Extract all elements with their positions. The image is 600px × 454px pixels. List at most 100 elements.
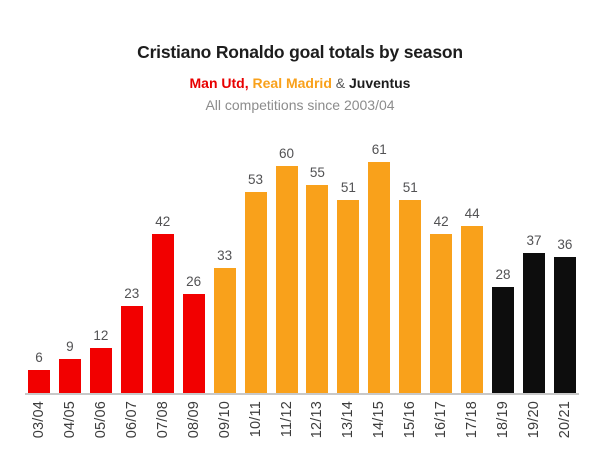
legend-part: Juventus [349,75,411,91]
bar-value-label: 33 [217,248,233,263]
bar [28,370,50,393]
bar-group: 36 [553,237,576,393]
bar-value-label: 9 [66,339,74,354]
bar [492,287,515,393]
x-tick-label: 03/04 [31,401,47,439]
chart-header: Cristiano Ronaldo goal totals by season … [0,0,600,114]
x-tick: 19/20 [523,401,545,453]
x-tick-label: 16/17 [433,401,450,439]
x-tick-label: 10/11 [247,401,264,438]
bar-value-label: 60 [278,146,295,161]
x-tick: 16/17 [430,401,452,453]
bar [368,162,391,393]
bar [461,226,484,393]
bar [275,166,298,393]
bar-value-label: 12 [93,328,109,343]
bar [337,200,360,393]
legend-part: Man Utd, [189,75,249,91]
bar-value-label: 51 [340,180,356,195]
bar [58,359,81,393]
bar-group: 42 [430,214,453,393]
x-axis-ticks: 03/04 04/05 05/06 06/07 07/08 08/09 09/10 10/11… [28,401,576,453]
bar-group: 51 [337,180,360,393]
bar [399,200,422,393]
x-axis-line [25,393,579,395]
bar-value-label: 36 [557,237,573,252]
x-tick: 11/12 [276,401,298,453]
bar-group: 55 [306,165,329,393]
bar-value-label: 23 [124,286,140,301]
x-tick-label: 13/14 [340,401,357,439]
bar [430,234,453,393]
bar-group: 42 [151,214,174,393]
x-tick: 09/10 [214,401,236,453]
legend-part: Real Madrid [248,75,332,91]
x-tick-label: 18/19 [495,401,512,439]
bar-group: 53 [244,172,267,393]
bar-value-label: 37 [526,233,542,248]
bar [89,348,112,393]
chart-note: All competitions since 2003/04 [205,97,395,113]
x-tick: 14/15 [368,401,390,453]
x-tick: 04/05 [59,401,81,453]
x-tick-label: 06/07 [123,401,140,439]
bar-value-label: 61 [371,142,387,157]
x-tick: 20/21 [554,401,576,453]
bar-group: 23 [120,286,143,393]
bar-value-label: 55 [309,165,325,180]
x-tick: 17/18 [461,401,483,453]
chart-title: Cristiano Ronaldo goal totals by season [137,42,463,62]
bar-value-label: 28 [495,267,511,282]
bar-value-label: 51 [402,180,418,195]
bar-value-label: 44 [464,206,480,221]
bar [523,253,545,393]
bar-group: 37 [523,233,545,393]
bar-chart: 6 9 12 23 42 26 33 53 60 55 51 61 51 42 44 28 37 36 03/04… [25,138,579,453]
x-tick: 05/06 [90,401,112,453]
bar [553,257,576,393]
bar [213,268,236,393]
x-tick: 13/14 [337,401,359,453]
x-tick-label: 15/16 [402,401,419,439]
bar-group: 60 [275,146,298,393]
bar-group: 9 [58,339,81,393]
x-tick-label: 08/09 [185,401,202,439]
x-tick: 12/13 [306,401,328,453]
bar [306,185,329,393]
x-tick-label: 17/18 [464,401,481,439]
bar-group: 51 [399,180,422,393]
bar-group: 44 [461,206,484,393]
x-tick: 03/04 [28,401,50,453]
bar [120,306,143,393]
x-tick: 06/07 [121,401,143,453]
bar-value-label: 42 [433,214,449,229]
x-tick-label: 19/20 [526,401,542,439]
x-tick-label: 07/08 [154,401,171,439]
bar-group: 12 [89,328,112,393]
bar-group: 33 [213,248,236,393]
bar-group: 28 [492,267,515,393]
x-tick-label: 09/10 [216,401,233,439]
bar-value-label: 26 [186,274,202,289]
legend-part: & [331,75,349,91]
x-tick-label: 11/12 [278,401,295,438]
x-tick: 15/16 [399,401,421,453]
x-tick-label: 20/21 [556,401,573,439]
x-tick: 10/11 [245,401,267,453]
x-tick: 07/08 [152,401,174,453]
x-tick-label: 14/15 [371,401,388,439]
bar [182,294,205,393]
bar-group: 26 [182,274,205,393]
bar-group: 61 [368,142,391,393]
x-tick-label: 05/06 [92,401,109,439]
x-tick-label: 12/13 [309,401,326,439]
bar-group: 6 [28,350,50,393]
bar-value-label: 42 [155,214,171,229]
bar-value-label: 53 [248,172,264,187]
plot-area: 6 9 12 23 42 26 33 53 60 55 51 61 51 42 44 28 37 36 [28,138,576,393]
x-tick: 18/19 [492,401,514,453]
bar-value-label: 6 [35,350,43,365]
bar [244,192,267,393]
bar [151,234,174,393]
